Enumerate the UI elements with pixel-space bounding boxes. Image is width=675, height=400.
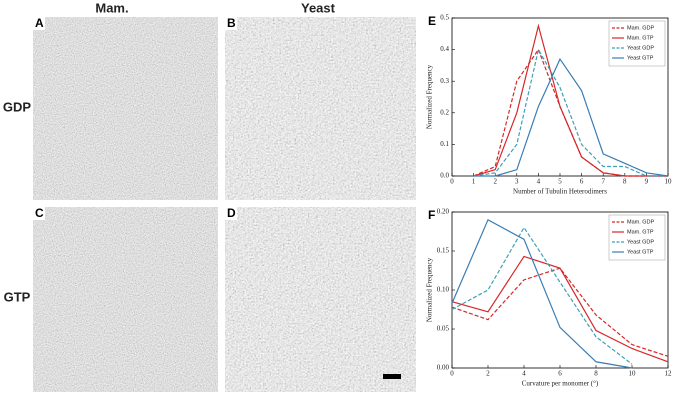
- y-tick-label: 0.5: [440, 14, 449, 22]
- x-tick-label: 2: [486, 370, 490, 378]
- micrograph: [225, 17, 416, 200]
- letter-bg: [225, 207, 237, 220]
- x-tick-label: 0: [450, 370, 454, 378]
- series-line: [473, 23, 668, 177]
- x-tick-label: 6: [558, 370, 562, 378]
- y-axis-label: Normalized Frequency: [426, 257, 434, 322]
- series-line: [473, 57, 669, 177]
- y-tick-label: 0.2: [440, 108, 449, 116]
- y-tick-label: 0.00: [437, 364, 450, 372]
- legend-label: Mam. GTP: [627, 35, 654, 41]
- x-tick-label: 10: [665, 178, 673, 186]
- panel-letter: B: [227, 16, 236, 30]
- legend-label: Mam. GTP: [627, 229, 654, 235]
- x-tick-label: 3: [515, 178, 519, 186]
- micrograph: [33, 17, 218, 200]
- legend-label: Mam. GDP: [627, 25, 655, 31]
- x-tick-label: 5: [558, 178, 562, 186]
- row-header: GDP: [3, 99, 32, 114]
- y-tick-label: 0.15: [437, 247, 450, 255]
- y-tick-label: 0.20: [437, 208, 450, 216]
- x-tick-label: 12: [665, 370, 673, 378]
- legend-label: Yeast GTP: [627, 55, 654, 61]
- x-tick-label: 8: [623, 178, 627, 186]
- x-tick-label: 2: [493, 178, 497, 186]
- micrograph: [225, 207, 416, 392]
- y-tick-label: 0.05: [437, 325, 450, 333]
- panel-letter: D: [227, 206, 236, 220]
- y-axis-label: Normalized Frequency: [426, 64, 434, 129]
- x-tick-label: 8: [594, 370, 598, 378]
- panel-letter: A: [35, 16, 44, 30]
- legend-label: Yeast GDP: [627, 239, 654, 245]
- x-tick-label: 7: [601, 178, 605, 186]
- series-line: [451, 255, 669, 363]
- panel-letter: F: [428, 208, 435, 222]
- legend-label: Yeast GTP: [627, 249, 654, 255]
- y-tick-label: 0.3: [440, 77, 449, 85]
- x-tick-label: 0: [450, 178, 454, 186]
- series-line: [451, 218, 633, 369]
- y-tick-label: 0.4: [440, 45, 449, 53]
- x-tick-label: 10: [629, 370, 637, 378]
- scale-bar: [383, 374, 401, 379]
- micrographs: [33, 17, 416, 392]
- row-header: GTP: [4, 289, 31, 304]
- legend-label: Mam. GDP: [627, 219, 655, 225]
- y-tick-label: 0.10: [437, 286, 450, 294]
- x-tick-label: 1: [472, 178, 476, 186]
- letter-bg: [33, 17, 45, 30]
- x-tick-label: 6: [580, 178, 584, 186]
- x-tick-label: 9: [645, 178, 649, 186]
- x-tick-label: 4: [522, 370, 526, 378]
- y-tick-label: 0.0: [440, 172, 449, 180]
- series-line: [451, 226, 633, 365]
- x-tick-label: 4: [537, 178, 541, 186]
- micrograph: [33, 207, 218, 392]
- panel-letter: E: [428, 14, 436, 28]
- legend-label: Yeast GDP: [627, 45, 654, 51]
- x-axis-label: Number of Tubulin Heterodimers: [513, 188, 607, 196]
- letter-bg: [33, 207, 45, 220]
- y-tick-label: 0.1: [440, 140, 449, 148]
- column-header: Mam.: [95, 0, 128, 15]
- panel-letter: C: [35, 206, 44, 220]
- x-axis-label: Curvature per monomer (°): [522, 380, 599, 388]
- column-header: Yeast: [301, 0, 336, 15]
- letter-bg: [225, 17, 237, 30]
- series-line: [473, 47, 668, 177]
